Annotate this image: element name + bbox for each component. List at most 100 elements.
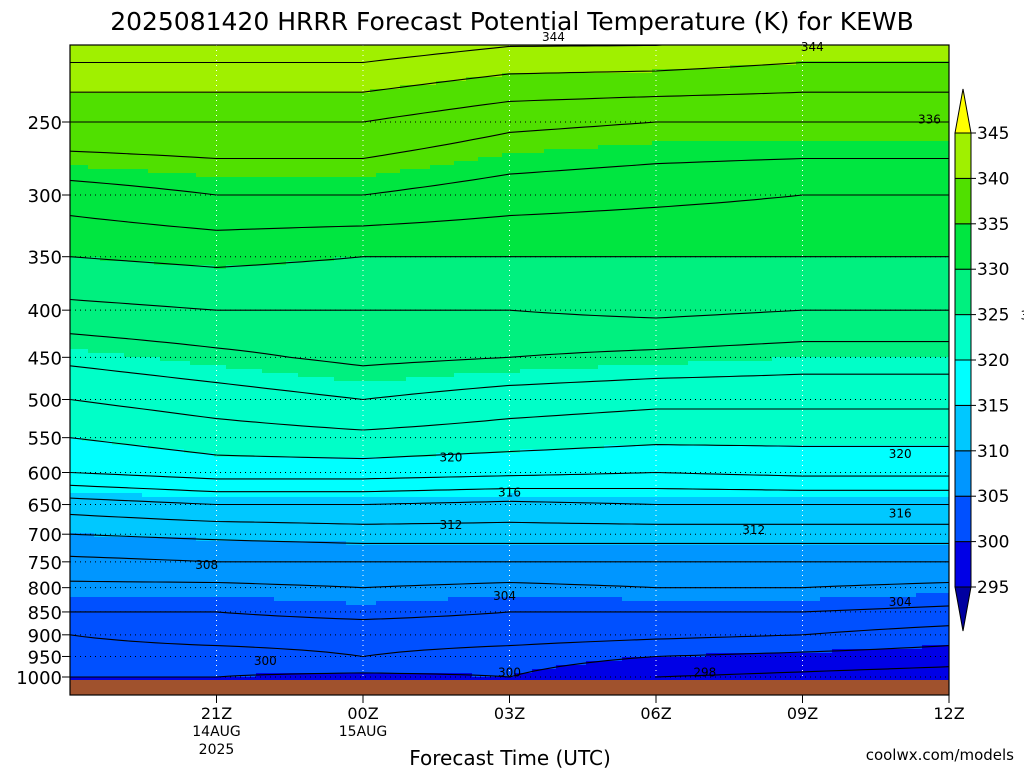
- theta-cell: [106, 653, 113, 658]
- theta-cell: [160, 461, 167, 466]
- theta-cell: [82, 61, 89, 66]
- theta-cell: [172, 573, 179, 578]
- theta-cell: [70, 329, 77, 334]
- theta-cell: [196, 409, 203, 414]
- theta-cell: [172, 589, 179, 594]
- theta-cell: [208, 493, 215, 498]
- theta-cell: [142, 605, 149, 610]
- theta-cell: [118, 617, 125, 622]
- theta-cell: [190, 89, 197, 94]
- theta-cell: [106, 269, 113, 274]
- theta-cell: [130, 381, 137, 386]
- theta-cell: [82, 153, 89, 158]
- theta-cell: [202, 581, 209, 586]
- theta-cell: [70, 449, 77, 454]
- theta-cell: [100, 101, 107, 106]
- theta-cell: [250, 197, 257, 202]
- theta-cell: [100, 593, 107, 598]
- theta-cell: [76, 385, 83, 390]
- theta-cell: [130, 181, 137, 186]
- theta-cell: [244, 597, 251, 602]
- theta-cell: [226, 577, 233, 582]
- theta-cell: [124, 677, 131, 682]
- theta-cell: [250, 101, 257, 106]
- theta-cell: [250, 325, 257, 330]
- theta-cell: [142, 653, 149, 658]
- theta-cell: [190, 137, 197, 142]
- theta-cell: [124, 157, 131, 162]
- theta-cell: [142, 257, 149, 262]
- theta-cell: [250, 285, 257, 290]
- theta-cell: [82, 237, 89, 242]
- theta-cell: [178, 545, 185, 550]
- theta-cell: [76, 445, 83, 450]
- theta-cell: [208, 149, 215, 154]
- theta-cell: [88, 449, 95, 454]
- theta-cell: [178, 333, 185, 338]
- theta-cell: [196, 517, 203, 522]
- theta-cell: [220, 333, 227, 338]
- theta-cell: [130, 77, 137, 82]
- theta-cell: [112, 297, 119, 302]
- theta-cell: [124, 69, 131, 74]
- theta-cell: [100, 349, 107, 354]
- theta-cell: [208, 45, 215, 50]
- theta-cell: [196, 133, 203, 138]
- theta-cell: [220, 561, 227, 566]
- theta-cell: [172, 577, 179, 582]
- theta-cell: [226, 337, 233, 342]
- theta-cell: [184, 77, 191, 82]
- theta-cell: [220, 481, 227, 486]
- theta-cell: [208, 361, 215, 366]
- theta-cell: [166, 349, 173, 354]
- theta-cell: [178, 161, 185, 166]
- theta-cell: [220, 325, 227, 330]
- theta-cell: [178, 49, 185, 54]
- theta-cell: [148, 209, 155, 214]
- theta-cell: [112, 349, 119, 354]
- theta-cell: [106, 53, 113, 58]
- theta-cell: [88, 301, 95, 306]
- theta-cell: [76, 525, 83, 530]
- theta-cell: [106, 381, 113, 386]
- theta-cell: [106, 629, 113, 634]
- theta-cell: [76, 161, 83, 166]
- theta-cell: [184, 309, 191, 314]
- theta-cell: [154, 73, 161, 78]
- theta-cell: [232, 265, 239, 270]
- theta-cell: [148, 145, 155, 150]
- theta-cell: [148, 69, 155, 74]
- theta-cell: [166, 93, 173, 98]
- theta-cell: [76, 545, 83, 550]
- theta-cell: [136, 609, 143, 614]
- theta-cell: [244, 481, 251, 486]
- theta-cell: [220, 61, 227, 66]
- theta-cell: [130, 137, 137, 142]
- theta-cell: [106, 57, 113, 62]
- theta-cell: [172, 453, 179, 458]
- theta-cell: [142, 517, 149, 522]
- theta-cell: [148, 157, 155, 162]
- theta-cell: [202, 229, 209, 234]
- theta-cell: [136, 505, 143, 510]
- theta-cell: [154, 473, 161, 478]
- theta-cell: [130, 129, 137, 134]
- theta-cell: [160, 273, 167, 278]
- theta-cell: [250, 65, 257, 70]
- theta-cell: [190, 57, 197, 62]
- theta-cell: [232, 505, 239, 510]
- theta-cell: [94, 297, 101, 302]
- theta-cell: [220, 353, 227, 358]
- theta-cell: [202, 325, 209, 330]
- theta-cell: [82, 101, 89, 106]
- theta-cell: [88, 489, 95, 494]
- theta-cell: [172, 609, 179, 614]
- theta-cell: [232, 353, 239, 358]
- theta-cell: [238, 321, 245, 326]
- theta-cell: [220, 365, 227, 370]
- theta-cell: [100, 405, 107, 410]
- theta-cell: [178, 117, 185, 122]
- theta-cell: [244, 485, 251, 490]
- theta-cell: [106, 425, 113, 430]
- theta-cell: [154, 549, 161, 554]
